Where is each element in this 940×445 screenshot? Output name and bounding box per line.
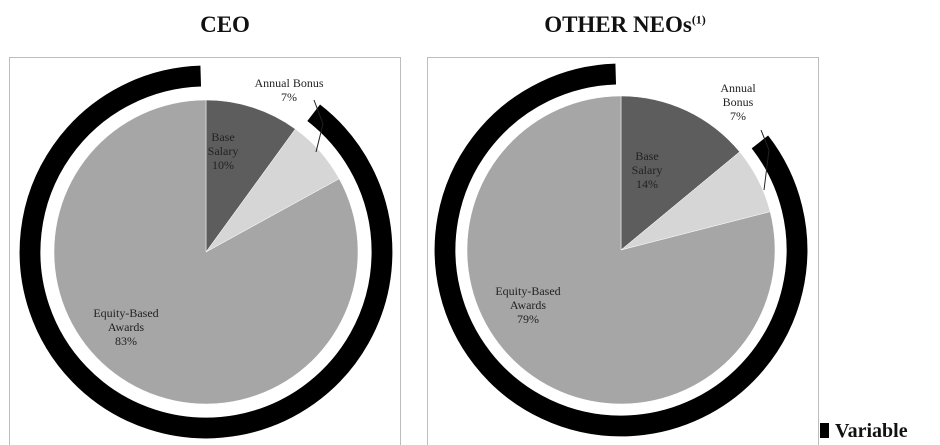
legend-label-variable: Variable	[835, 420, 908, 442]
chart-frame-other-neos	[427, 57, 819, 445]
data-label-category: Awards	[108, 320, 145, 334]
leader-line	[313, 99, 324, 153]
data-label-category: Base	[635, 149, 658, 163]
data-label-category: Salary	[208, 144, 239, 158]
chart-title-ceo: CEO	[200, 12, 250, 37]
chart-frame-ceo	[9, 57, 401, 445]
legend-swatch-variable	[820, 423, 829, 438]
data-label-category: Salary	[632, 163, 663, 177]
data-label-category: Awards	[510, 298, 547, 312]
chart-title-other-neos: OTHER NEOs(1)	[544, 12, 706, 37]
leader-line	[760, 129, 770, 191]
data-label-category: Equity-Based	[93, 306, 158, 320]
pie-slice-equity-based-awards	[466, 95, 776, 405]
data-label-category: Equity-Based	[495, 284, 560, 298]
data-label-percent: 83%	[115, 334, 137, 348]
data-label-percent: 10%	[212, 158, 234, 172]
data-label-category: Bonus	[723, 95, 754, 109]
pie-slice-base-salary	[205, 99, 296, 253]
data-label-percent: 7%	[281, 90, 297, 104]
title-footnote: (1)	[691, 12, 706, 27]
data-label-percent: 79%	[517, 312, 539, 326]
variable-ring	[434, 63, 808, 437]
variable-ring	[19, 65, 393, 439]
data-label-category: Annual	[720, 81, 756, 95]
pie-slice-base-salary	[620, 95, 741, 251]
pie-slice-equity-based-awards	[53, 99, 359, 405]
data-label-percent: 7%	[730, 109, 746, 123]
data-label-percent: 14%	[636, 177, 658, 191]
data-label-category: Annual Bonus	[255, 76, 324, 90]
legend: Variable	[820, 420, 908, 443]
data-label-category: Base	[211, 130, 234, 144]
